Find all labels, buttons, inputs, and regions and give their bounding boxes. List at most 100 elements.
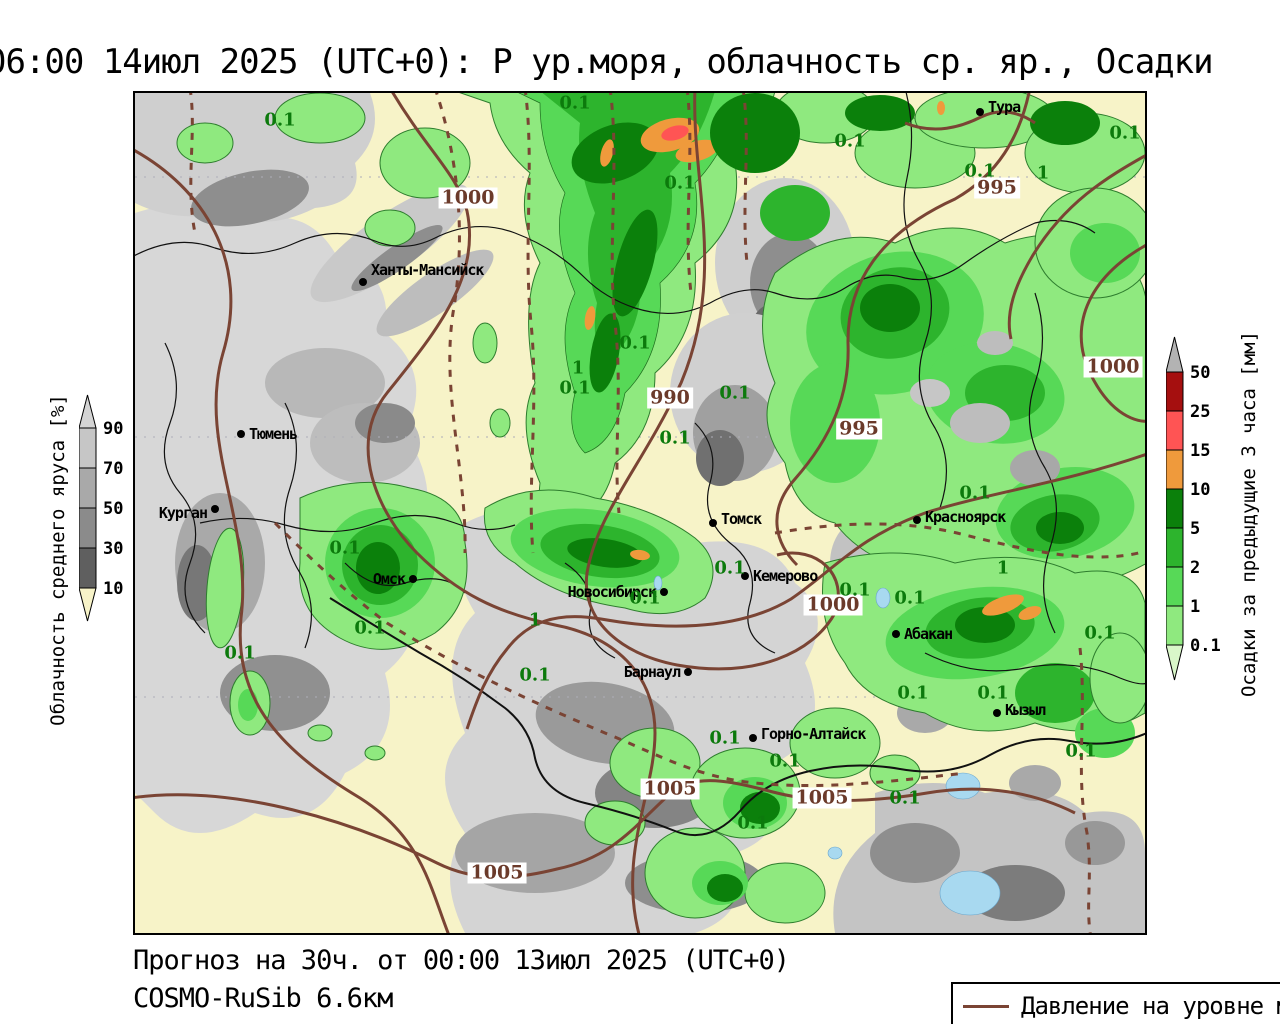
precip-colorbar-segment — [1165, 449, 1184, 490]
map-artwork — [135, 93, 1145, 933]
city-label: Красноярск — [925, 508, 1006, 526]
precip-colorbar-segment — [1165, 488, 1184, 529]
pressure-contour-label: 995 — [836, 418, 882, 440]
precip-contour-label: 0.1 — [224, 642, 256, 664]
cloudiness-colorbar-tick: 30 — [103, 539, 123, 559]
precip-contour-label: 0.1 — [769, 750, 801, 772]
cloudiness-colorbar-segment — [78, 427, 97, 469]
city-marker — [892, 630, 900, 638]
cloudiness-colorbar-tick: 70 — [103, 459, 123, 479]
precip-contour-label: 0.1 — [1065, 740, 1097, 762]
city-marker — [741, 572, 749, 580]
precip-contour-label: 0.1 — [329, 537, 361, 559]
precip-contour-label: 0.1 — [889, 787, 921, 809]
pressure-legend-label: Давление на уровне моря — [1021, 992, 1280, 1020]
precip-colorbar-tick: 1 — [1190, 597, 1200, 617]
precip-contour-label: 1 — [571, 357, 585, 379]
model-name-text: COSMO-RuSib 6.6км — [133, 983, 393, 1014]
precip-colorbar-tick: 50 — [1190, 363, 1210, 383]
precip-colorbar-segment — [1165, 605, 1184, 646]
pressure-contour-label: 1005 — [640, 778, 700, 800]
city-marker — [211, 505, 219, 513]
pressure-contour-label: 1005 — [467, 862, 527, 884]
precip-colorbar-segment — [1165, 371, 1184, 412]
city-label: Томск — [721, 510, 762, 528]
city-label: Омск — [372, 570, 406, 588]
city-marker — [409, 575, 417, 583]
precip-contour-label: 0.1 — [664, 172, 696, 194]
city-label: Кызыл — [1005, 701, 1046, 719]
precip-contour-label: 0.1 — [964, 160, 996, 182]
precip-colorbar-segment — [1165, 566, 1184, 607]
pressure-legend-box: Давление на уровне моря — [951, 982, 1280, 1024]
precip-contour-label: 0.1 — [839, 579, 871, 601]
city-label: Горно-Алтайск — [761, 725, 866, 743]
pressure-contour-label: 1005 — [792, 787, 852, 809]
isobar-solid-layer — [135, 93, 1145, 933]
cloudiness-colorbar-bar: 90 70 50 30 10 — [78, 394, 123, 622]
precip-contour-label: 0.1 — [1084, 622, 1116, 644]
city-label: Абакан — [904, 625, 953, 643]
city-marker — [709, 519, 717, 527]
city-label: Кемерово — [753, 567, 818, 585]
precip-colorbar-tick: 0.1 — [1190, 636, 1221, 656]
cloudiness-colorbar-tick: 10 — [103, 579, 123, 599]
city-marker — [749, 734, 757, 742]
cloudiness-colorbar-title: Облачность среднего яруса [%] — [47, 394, 69, 726]
precip-colorbar-tick: 2 — [1190, 558, 1200, 578]
cloudiness-colorbar-tick: 50 — [103, 499, 123, 519]
map-label-overlay: Тура Ханты-Мансийск Тюмень Курган Омск Новоси… — [135, 93, 1145, 933]
precip-contour-label: 0.1 — [714, 557, 746, 579]
precip-contour-label: 0.1 — [1109, 122, 1141, 144]
isobar-dashed-layer — [189, 93, 1145, 933]
pressure-contour-label: 995 — [974, 177, 1020, 199]
precip-contour-label: 0.1 — [659, 427, 691, 449]
precip-colorbar-tick: 5 — [1190, 519, 1200, 539]
pressure-isoline-sample — [963, 1004, 1009, 1008]
precip-contour-label: 1 — [1036, 162, 1050, 184]
precip-contour-label: 0.1 — [559, 377, 591, 399]
city-label: Тура — [988, 98, 1021, 116]
cloudiness-colorbar-segment — [78, 547, 97, 589]
city-label: Тюмень — [249, 425, 298, 443]
city-marker — [359, 278, 367, 286]
city-label: Новосибирск — [567, 583, 657, 601]
city-marker — [976, 108, 984, 116]
city-marker — [237, 430, 245, 438]
map-title: 06:00 14июл 2025 (UTC+0): P ур.моря, обл… — [0, 42, 1214, 82]
precip-colorbar-segment — [1165, 410, 1184, 451]
precip-contour-label: 0.1 — [977, 682, 1009, 704]
precip-colorbar-title: Осадки за предыдущие 3 часа [мм] — [1238, 330, 1260, 698]
pressure-contour-label: 1000 — [1083, 356, 1143, 378]
pressure-contour-label: 1000 — [438, 187, 498, 209]
cloudiness-colorbar: 90 70 50 30 10 — [78, 394, 149, 626]
precip-colorbar: 50 25 15 10 5 2 1 0.1 — [1165, 336, 1236, 685]
cloudiness-colorbar-segment — [78, 507, 97, 549]
cloudiness-colorbar-segment — [78, 467, 97, 509]
lakes — [653, 575, 1001, 916]
precip-colorbar-tick: 25 — [1190, 402, 1210, 422]
precip-colorbar-bar: 50 25 15 10 5 2 1 0.1 — [1165, 336, 1221, 681]
city-label: Ханты-Мансийск — [371, 261, 484, 279]
city-marker — [660, 588, 668, 596]
pressure-contour-label: 990 — [647, 387, 693, 409]
city-label: Курган — [158, 504, 208, 522]
precip-contour-label: 0.1 — [894, 587, 926, 609]
precip-contour-label: 0.1 — [709, 727, 741, 749]
precip-contour-label: 0.1 — [719, 382, 751, 404]
precip-colorbar-tick: 10 — [1190, 480, 1210, 500]
precip-contour-label: 0.1 — [897, 682, 929, 704]
precip-contour-label: 0.1 — [737, 812, 769, 834]
precip-contour-label: 0.1 — [619, 332, 651, 354]
precip-contour-label: 0.1 — [519, 664, 551, 686]
precip-contour-label: 0.1 — [354, 617, 386, 639]
pressure-contour-label: 1000 — [803, 594, 863, 616]
admin-borders — [135, 93, 1145, 836]
precip-contour-label: 1 — [996, 557, 1010, 579]
precip-contour-label: 0.1 — [559, 92, 591, 114]
city-label: Барнаул — [623, 663, 681, 681]
precip-colorbar-segment — [1165, 527, 1184, 568]
precip-contour-label: 0.1 — [264, 109, 296, 131]
precip-layer — [176, 93, 1145, 924]
